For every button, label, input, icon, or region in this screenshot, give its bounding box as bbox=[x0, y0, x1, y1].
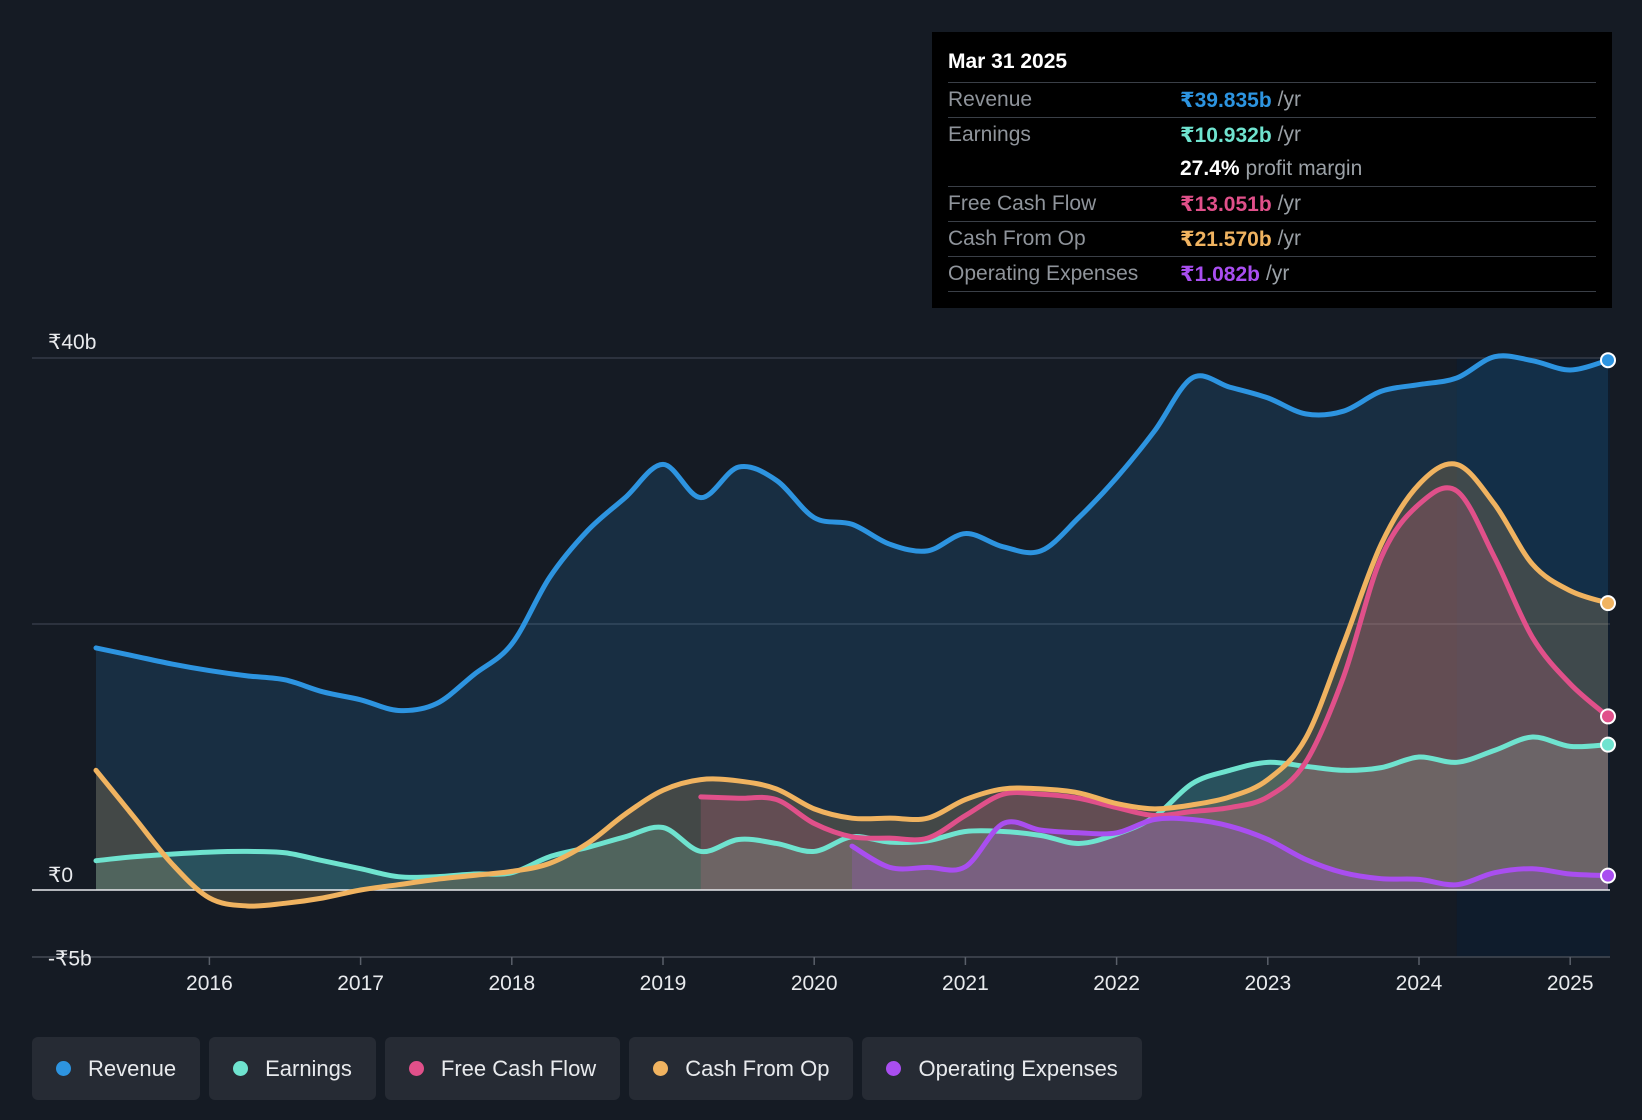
legend: Revenue Earnings Free Cash Flow Cash Fro… bbox=[32, 1037, 1142, 1100]
line-free-cash-flow bbox=[698, 485, 1611, 843]
tooltip-unit: profit margin bbox=[1245, 157, 1363, 180]
x-tick-label: 2021 bbox=[942, 972, 989, 995]
tooltip-row-revenue: Revenue ₹39.835b /yr bbox=[948, 82, 1596, 117]
x-axis-ticks: 2016 2017 2018 2019 2020 2021 2022 2023 2024 2025 bbox=[186, 957, 1594, 995]
tooltip-unit: /yr bbox=[1277, 123, 1301, 146]
tooltip-value: ₹39.835b bbox=[1180, 88, 1272, 112]
legend-dot-icon bbox=[886, 1061, 902, 1076]
line-cash-from-op bbox=[93, 461, 1611, 909]
endpoint-earnings bbox=[1600, 736, 1616, 753]
highlight-region bbox=[1456, 358, 1610, 957]
legend-label: Operating Expenses bbox=[918, 1055, 1118, 1081]
tooltip-divider bbox=[948, 291, 1596, 292]
tooltip-value: ₹21.570b bbox=[1180, 227, 1272, 251]
tooltip-date: Mar 31 2025 bbox=[948, 50, 1068, 73]
tooltip-unit: /yr bbox=[1277, 88, 1301, 111]
line-revenue bbox=[93, 353, 1611, 714]
gridlines bbox=[32, 357, 1610, 625]
legend-label: Revenue bbox=[88, 1055, 177, 1081]
legend-item-earnings[interactable]: Earnings bbox=[209, 1037, 376, 1100]
endpoint-free-cash-flow bbox=[1600, 708, 1616, 725]
area-revenue bbox=[96, 355, 1608, 891]
y-tick-label: ₹0 bbox=[48, 864, 73, 887]
x-tick-label: 2022 bbox=[1093, 972, 1140, 995]
tooltip-value: 27.4% bbox=[1180, 157, 1240, 180]
tooltip-unit: /yr bbox=[1277, 227, 1301, 250]
tooltip-label: Cash From Op bbox=[948, 227, 1086, 250]
legend-label: Free Cash Flow bbox=[440, 1055, 597, 1081]
tooltip-label: Free Cash Flow bbox=[948, 192, 1097, 215]
tooltip-panel: Mar 31 2025 Revenue ₹39.835b /yr Earning… bbox=[932, 32, 1612, 308]
endpoint-revenue bbox=[1600, 352, 1616, 369]
line-operating-expenses bbox=[849, 815, 1611, 888]
tooltip-label: Operating Expenses bbox=[948, 262, 1139, 285]
y-tick-label: ₹40b bbox=[48, 331, 96, 354]
x-tick-label: 2016 bbox=[186, 972, 233, 995]
tooltip-value: ₹1.082b bbox=[1180, 262, 1260, 286]
x-tick-label: 2019 bbox=[640, 972, 687, 995]
legend-dot-icon bbox=[233, 1061, 249, 1076]
tooltip-label: Earnings bbox=[948, 123, 1031, 146]
area-cash-from-op bbox=[96, 463, 1608, 907]
area-free-cash-flow bbox=[700, 487, 1608, 890]
tooltip-row-free-cash-flow: Free Cash Flow ₹13.051b /yr bbox=[948, 186, 1596, 221]
tooltip-unit: /yr bbox=[1266, 262, 1290, 285]
x-tick-label: 2025 bbox=[1547, 972, 1594, 995]
tooltip-value: ₹13.051b bbox=[1180, 192, 1272, 216]
y-axis-labels: ₹40b ₹0 -₹5b bbox=[48, 331, 96, 971]
x-tick-label: 2023 bbox=[1244, 972, 1291, 995]
legend-dot-icon bbox=[56, 1061, 71, 1076]
legend-dot-icon bbox=[653, 1061, 669, 1076]
legend-dot-icon bbox=[408, 1061, 424, 1076]
legend-label: Cash From Op bbox=[685, 1055, 830, 1081]
series-lines bbox=[93, 353, 1611, 909]
endpoint-operating-expenses bbox=[1600, 867, 1616, 884]
tooltip-row-operating-expenses: Operating Expenses ₹1.082b /yr bbox=[948, 256, 1596, 291]
tooltip-label: Revenue bbox=[948, 88, 1033, 111]
x-tick-label: 2017 bbox=[337, 972, 384, 995]
legend-item-free-cash-flow[interactable]: Free Cash Flow bbox=[384, 1037, 621, 1100]
legend-label: Earnings bbox=[265, 1055, 352, 1081]
legend-item-operating-expenses[interactable]: Operating Expenses bbox=[862, 1037, 1142, 1100]
tooltip-value: ₹10.932b bbox=[1180, 123, 1272, 147]
tooltip-row-earnings: Earnings ₹10.932b /yr bbox=[948, 117, 1596, 152]
series-endpoints bbox=[1600, 352, 1616, 884]
endpoint-cash-from-op bbox=[1600, 595, 1616, 612]
x-tick-label: 2024 bbox=[1396, 972, 1443, 995]
tooltip-row-profit-margin: 27.4% profit margin bbox=[948, 152, 1596, 186]
x-tick-label: 2020 bbox=[791, 972, 838, 995]
legend-item-cash-from-op[interactable]: Cash From Op bbox=[629, 1037, 854, 1100]
area-earnings bbox=[96, 737, 1608, 890]
series-areas bbox=[96, 355, 1608, 907]
legend-item-revenue[interactable]: Revenue bbox=[32, 1037, 201, 1100]
x-tick-label: 2018 bbox=[488, 972, 535, 995]
tooltip-row-cash-from-op: Cash From Op ₹21.570b /yr bbox=[948, 221, 1596, 256]
y-tick-label: -₹5b bbox=[48, 948, 92, 971]
tooltip-unit: /yr bbox=[1277, 192, 1301, 215]
